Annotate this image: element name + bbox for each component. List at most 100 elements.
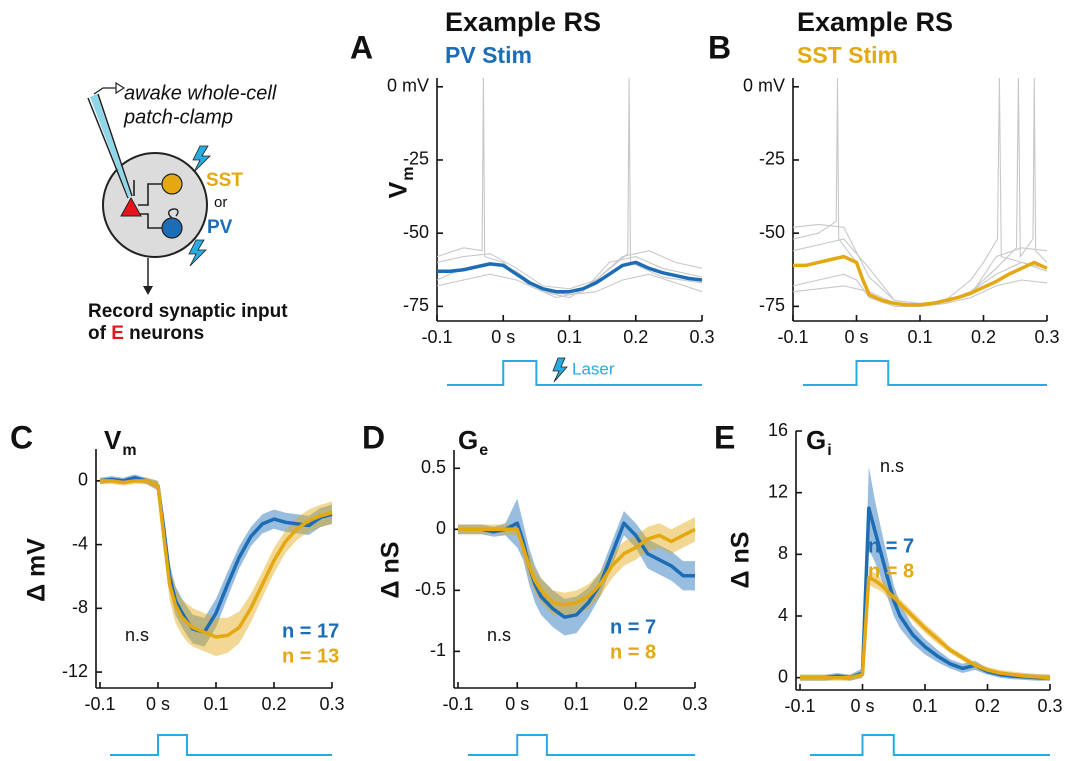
stimulus-label: Laser bbox=[572, 359, 615, 378]
x-tick-label: -0.1 bbox=[777, 327, 808, 347]
x-tick-label: 0.1 bbox=[557, 327, 582, 347]
caption-text: neurons bbox=[124, 323, 204, 344]
panel-letter: B bbox=[708, 29, 731, 65]
legend-entry: n = 7 bbox=[610, 616, 656, 638]
trial-trace bbox=[436, 77, 703, 299]
annotation: n.s bbox=[880, 456, 904, 476]
mean-trace bbox=[100, 479, 333, 639]
y-tick-label: -75 bbox=[759, 295, 785, 315]
panel-title-sub: m bbox=[122, 442, 136, 459]
pipette bbox=[87, 97, 129, 199]
panel-title-sub: e bbox=[479, 442, 488, 459]
x-tick-label: -0.1 bbox=[442, 694, 473, 714]
x-tick-label: 0 s bbox=[844, 327, 868, 347]
pipette-fill bbox=[90, 94, 131, 197]
caption-highlight: E bbox=[111, 323, 124, 344]
y-axis-label: Δ mV bbox=[23, 538, 51, 602]
error-band bbox=[458, 517, 695, 618]
x-tick-label: -0.1 bbox=[421, 327, 452, 347]
pv-synapse bbox=[140, 213, 162, 229]
stimulus bbox=[110, 734, 332, 756]
caption-text: of bbox=[88, 323, 111, 344]
panel-letter: D bbox=[362, 419, 385, 455]
x-tick-label: 0.3 bbox=[1037, 696, 1062, 716]
legend-entry: n = 17 bbox=[282, 620, 339, 642]
panel: 0 mV -25 -50 -75 -0.1 0 s 0.1 0.2 0.3 B Example RS… bbox=[708, 7, 1060, 386]
pv-autapse bbox=[168, 208, 179, 219]
pipette-connector bbox=[93, 87, 116, 95]
panel-title: Example RS bbox=[445, 7, 601, 37]
y-axis-label: Δ nS bbox=[727, 532, 755, 589]
x-tick-label: 0.1 bbox=[912, 696, 937, 716]
panel-letter: C bbox=[10, 419, 33, 455]
x-tick-label: -0.1 bbox=[784, 696, 815, 716]
sst-synapse bbox=[133, 180, 162, 206]
x-tick-label: 0.1 bbox=[203, 694, 228, 714]
error-band bbox=[800, 569, 1050, 681]
pipette-label: awake whole-cell bbox=[124, 82, 277, 104]
laser-bolt bbox=[188, 239, 207, 267]
x-tick-label: 0.1 bbox=[564, 694, 589, 714]
y-tick-label: -1 bbox=[430, 640, 446, 660]
y-axis-label: Δ nS bbox=[377, 542, 405, 599]
trial-trace bbox=[436, 77, 703, 299]
e-neuron bbox=[120, 196, 142, 217]
y-tick-label: -50 bbox=[403, 222, 429, 242]
or-label: or bbox=[214, 194, 227, 211]
annotation: n.s bbox=[487, 625, 511, 645]
y-tick-label: 8 bbox=[778, 543, 788, 563]
laser-bolt bbox=[552, 357, 568, 383]
sst-label: SST bbox=[206, 170, 243, 191]
stimulus bbox=[468, 734, 695, 756]
pipette-label: patch-clamp bbox=[123, 106, 233, 128]
legend-entry: n = 8 bbox=[610, 641, 656, 663]
y-tick-label: -0.5 bbox=[415, 579, 446, 599]
arrow-head bbox=[143, 286, 153, 295]
mean-trace bbox=[800, 575, 1051, 680]
x-tick-label: 0.3 bbox=[682, 694, 707, 714]
y-tick-label: -4 bbox=[72, 533, 88, 553]
y-tick-label: 0 bbox=[778, 666, 788, 686]
mean-trace bbox=[458, 527, 696, 607]
y-tick-label: -25 bbox=[403, 149, 429, 169]
y-tick-label: 0 bbox=[78, 470, 88, 490]
trial-trace bbox=[436, 273, 703, 296]
mean-trace bbox=[437, 260, 703, 294]
panel-letter: A bbox=[350, 29, 373, 65]
x-tick-label: 0.3 bbox=[1034, 327, 1059, 347]
y-tick-label: -75 bbox=[403, 295, 429, 315]
x-tick-label: 0 s bbox=[491, 327, 515, 347]
y-tick-label: 0 mV bbox=[743, 76, 785, 96]
pipette bbox=[97, 93, 133, 197]
x-tick-label: 0 s bbox=[505, 694, 529, 714]
pipette-arrow bbox=[115, 81, 126, 95]
x-tick-label: 0 s bbox=[146, 694, 170, 714]
y-tick-label: -8 bbox=[72, 597, 88, 617]
trial-trace bbox=[792, 77, 1048, 307]
y-tick-label: 4 bbox=[778, 605, 788, 625]
y-tick-label: 0 mV bbox=[387, 76, 429, 96]
laser-bolt bbox=[192, 145, 211, 173]
legend-entry: n = 7 bbox=[868, 535, 914, 557]
stimulus bbox=[447, 360, 702, 386]
panel-subtitle: SST Stim bbox=[797, 42, 898, 68]
x-tick-label: 0.3 bbox=[689, 327, 714, 347]
stimulus bbox=[810, 734, 1050, 756]
panel-title: G bbox=[458, 425, 478, 455]
trial-trace bbox=[792, 77, 1048, 307]
panel-title-sub: i bbox=[827, 442, 831, 459]
panel: 0 mV -25 -50 -75 -0.1 0 s 0.1 0.2 0.3 Laser A Examp… bbox=[350, 7, 715, 386]
x-tick-label: 0 s bbox=[850, 696, 874, 716]
trial-trace bbox=[792, 279, 1048, 307]
trial-trace bbox=[436, 250, 703, 290]
y-tick-label: 0.5 bbox=[421, 457, 446, 477]
trial-trace bbox=[792, 223, 1048, 304]
stimulus bbox=[803, 360, 1047, 386]
y-tick-label: 16 bbox=[768, 420, 788, 440]
trial-trace bbox=[792, 238, 1048, 304]
y-tick-label: -25 bbox=[759, 149, 785, 169]
panel-letter: E bbox=[714, 419, 735, 455]
mean-trace bbox=[99, 475, 333, 634]
